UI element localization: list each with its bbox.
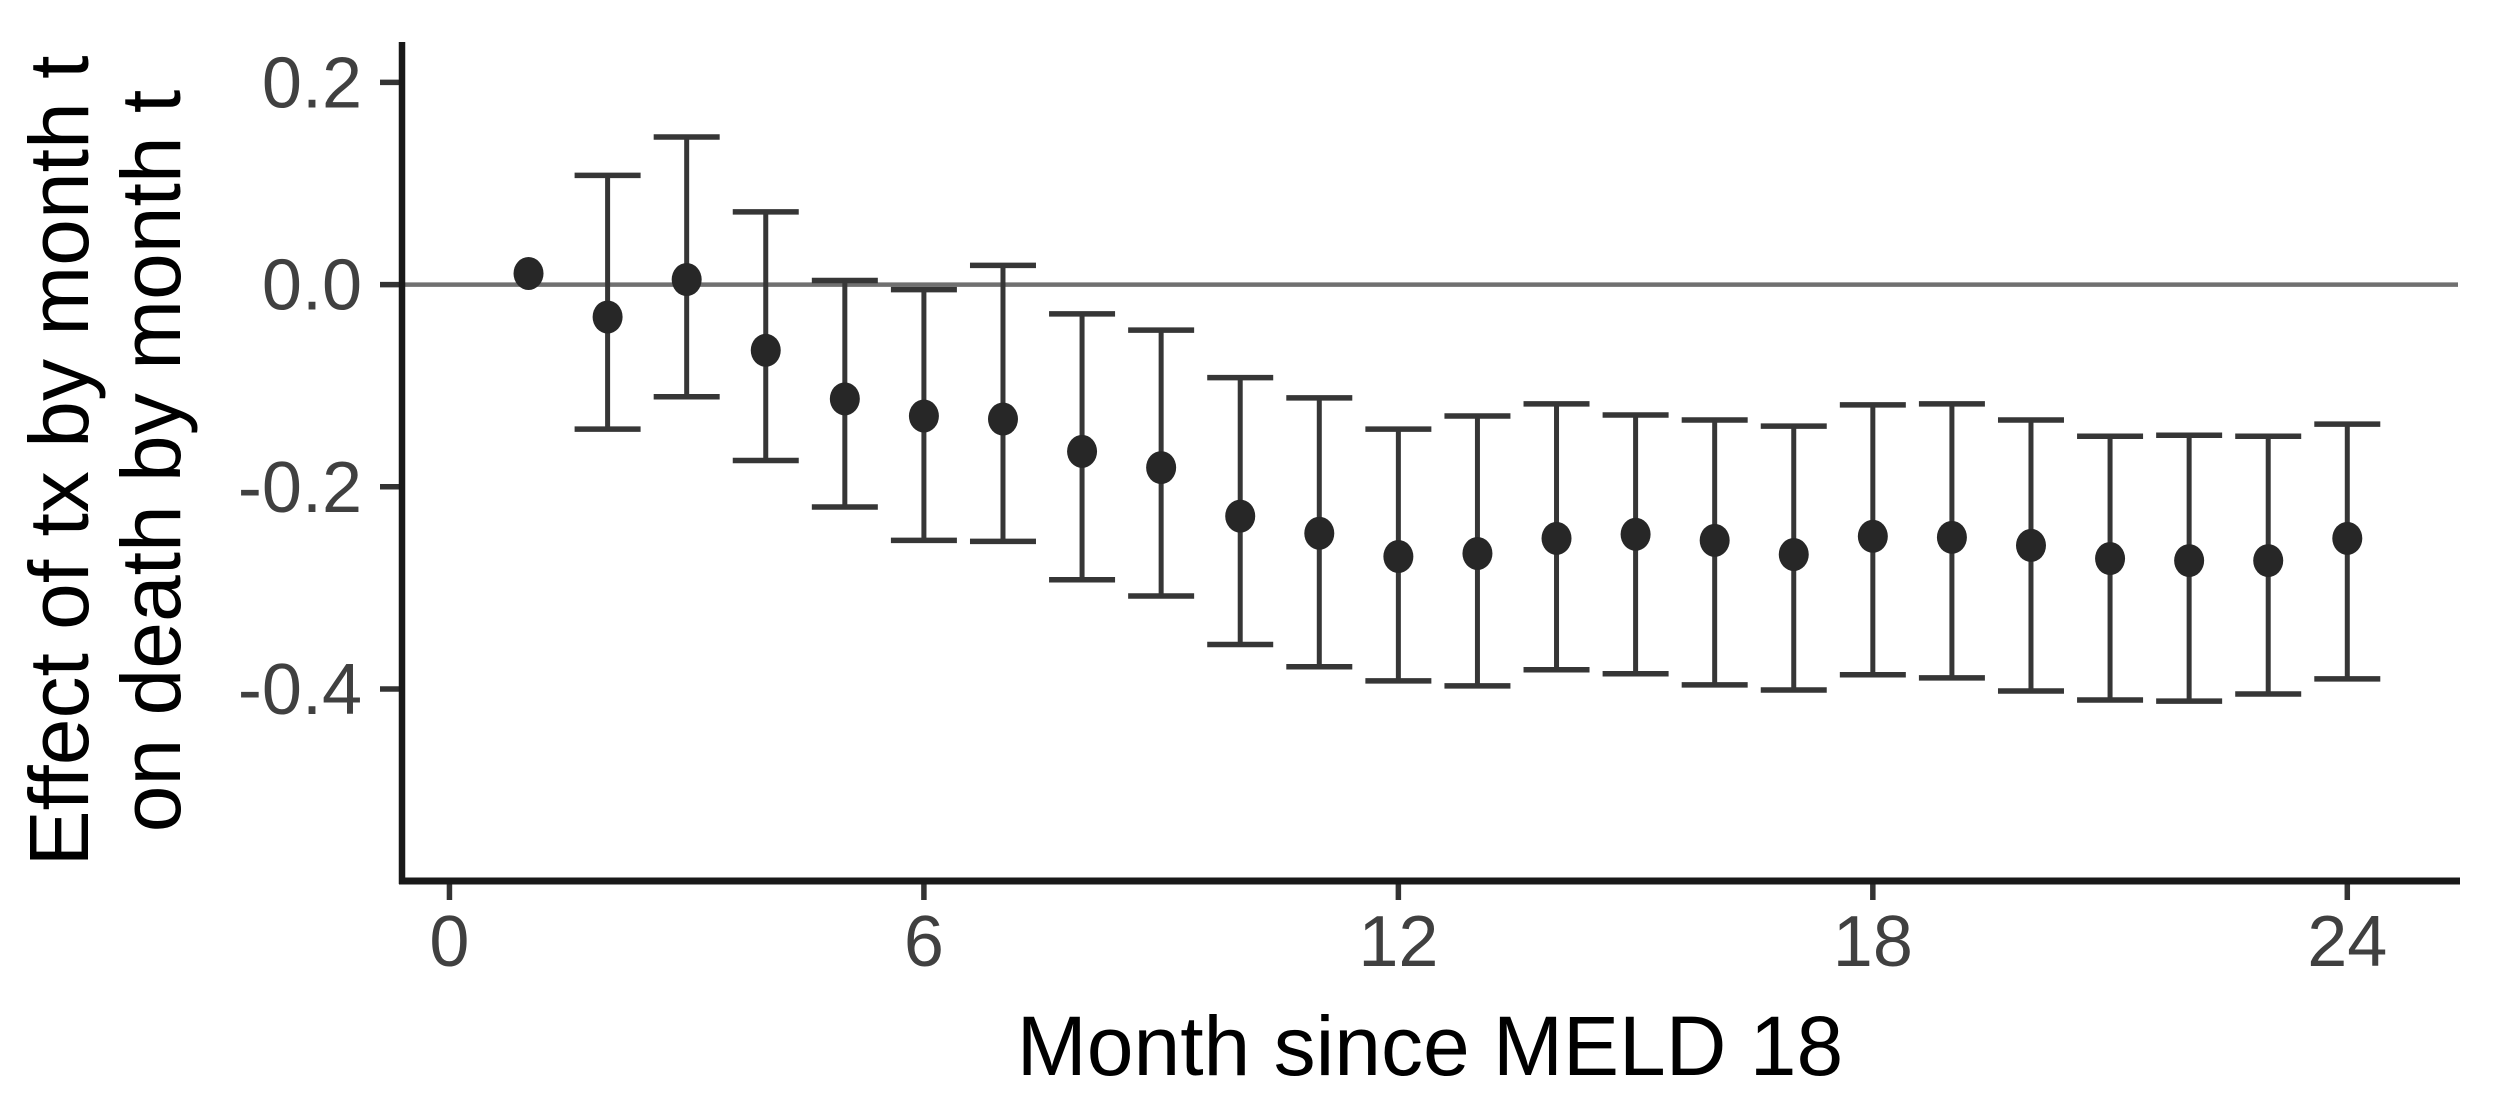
data-point (1541, 521, 1572, 555)
data-point (513, 256, 544, 290)
data-point (987, 402, 1018, 436)
y-tick-label: 0.0 (262, 246, 362, 326)
data-point (750, 333, 781, 367)
x-tick-label: 0 (429, 902, 469, 982)
y-tick-label: -0.2 (238, 448, 362, 528)
y-axis-title-line2: on death by month t (104, 89, 198, 833)
y-axis-title: Effect of tx by month t on death by mont… (12, 55, 198, 867)
data-point (1462, 536, 1493, 570)
data-point (1383, 540, 1414, 574)
x-tick-label: 24 (2307, 902, 2387, 982)
y-axis-title-line1: Effect of tx by month t (12, 55, 106, 867)
data-point (1699, 523, 1730, 557)
data-point (2332, 521, 2363, 555)
x-tick-label: 6 (904, 902, 944, 982)
x-tick-label: 12 (1358, 902, 1438, 982)
data-point (2174, 544, 2205, 578)
data-point (1225, 499, 1256, 533)
data-point (1936, 520, 1967, 554)
x-axis-title: Month since MELD 18 (1016, 999, 1844, 1093)
data-point (592, 300, 623, 334)
data-point (1778, 537, 1809, 571)
y-tick-label: 0.2 (262, 43, 362, 123)
data-point (671, 263, 702, 297)
data-point (2095, 542, 2126, 576)
data-point (829, 382, 860, 416)
data-point (1620, 517, 1651, 551)
data-point (2015, 528, 2046, 562)
data-point (908, 399, 939, 433)
x-tick-label: 18 (1833, 902, 1913, 982)
data-point (1857, 519, 1888, 553)
data-point (1146, 451, 1177, 485)
data-point (2253, 544, 2284, 578)
data-point (1067, 434, 1098, 468)
data-point (1304, 516, 1335, 550)
y-tick-label: -0.4 (238, 650, 362, 730)
